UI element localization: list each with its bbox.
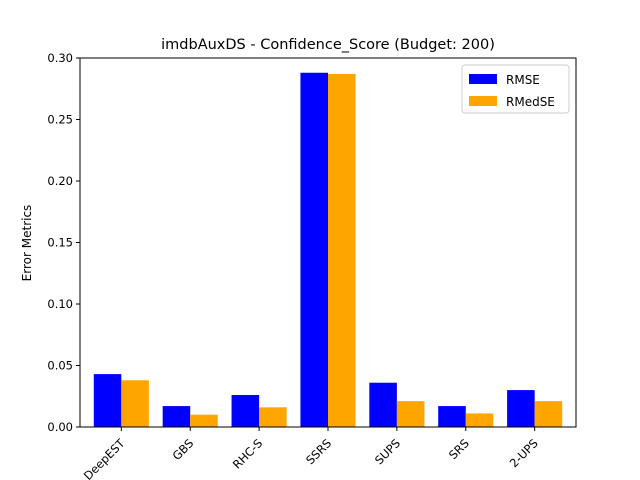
chart-title: imdbAuxDS - Confidence_Score (Budget: 20… xyxy=(161,37,495,53)
bar-rmse-rhc-s xyxy=(231,395,260,427)
bar-rmedse-2-ups xyxy=(534,401,563,427)
bar-rmedse-gbs xyxy=(190,414,218,427)
legend-swatch-rmse xyxy=(469,74,497,84)
bar-rmedse-sups xyxy=(396,401,425,427)
bar-rmse-gbs xyxy=(162,406,191,427)
y-axis-ticks: 0.00 0.05 0.10 0.15 0.20 0.25 0.30 xyxy=(47,51,80,434)
bar-rmedse-srs xyxy=(465,413,494,427)
y-tick-label: 0.25 xyxy=(47,113,73,127)
legend-label-rmedse: RMedSE xyxy=(506,95,555,109)
bar-rmse-srs xyxy=(438,406,466,427)
bar-rmse-deepest xyxy=(93,374,122,427)
y-tick-label: 0.00 xyxy=(47,420,73,434)
y-tick-label: 0.20 xyxy=(47,174,73,188)
legend: RMSE RMedSE xyxy=(461,64,570,114)
bar-rmse-ssrs xyxy=(300,72,328,427)
y-tick-label: 0.15 xyxy=(47,236,73,250)
bar-rmedse-deepest xyxy=(121,380,149,427)
y-tick-label: 0.05 xyxy=(47,359,73,373)
y-tick-label: 0.10 xyxy=(47,297,73,311)
bar-rmse-sups xyxy=(369,382,397,427)
bar-rmedse-ssrs xyxy=(328,73,356,428)
legend-swatch-rmedse xyxy=(469,96,497,106)
legend-label-rmse: RMSE xyxy=(506,73,540,87)
y-axis-label: Error Metrics xyxy=(20,205,34,282)
plot-frame xyxy=(79,57,577,428)
bars-group xyxy=(93,72,563,428)
bar-rmse-2-ups xyxy=(507,390,535,427)
bar-rmedse-rhc-s xyxy=(259,407,287,427)
y-tick-label: 0.30 xyxy=(47,51,73,65)
